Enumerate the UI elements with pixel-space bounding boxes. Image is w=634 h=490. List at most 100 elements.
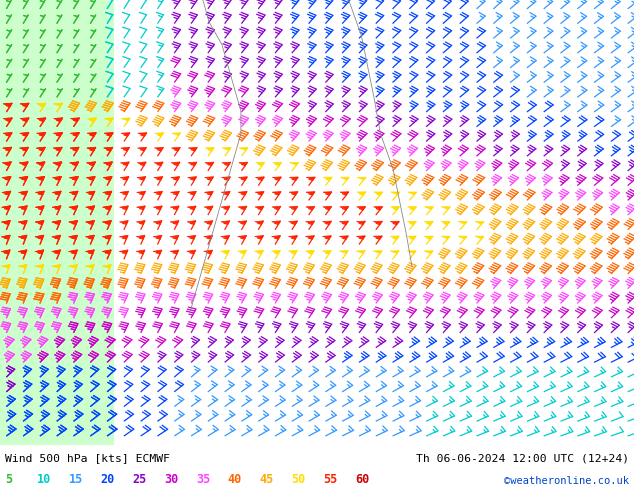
Polygon shape bbox=[120, 191, 129, 194]
Polygon shape bbox=[3, 162, 11, 165]
Polygon shape bbox=[53, 176, 61, 179]
Polygon shape bbox=[37, 118, 46, 121]
Polygon shape bbox=[35, 265, 44, 268]
Polygon shape bbox=[289, 177, 298, 180]
Polygon shape bbox=[20, 132, 29, 135]
Polygon shape bbox=[35, 220, 44, 223]
Polygon shape bbox=[306, 177, 315, 180]
Polygon shape bbox=[52, 235, 60, 238]
Polygon shape bbox=[103, 162, 112, 165]
Polygon shape bbox=[171, 147, 180, 150]
Polygon shape bbox=[390, 250, 399, 253]
Polygon shape bbox=[373, 250, 382, 253]
Polygon shape bbox=[119, 220, 128, 223]
Polygon shape bbox=[36, 176, 44, 179]
Polygon shape bbox=[35, 220, 44, 223]
Polygon shape bbox=[87, 133, 96, 136]
Polygon shape bbox=[18, 206, 27, 209]
Polygon shape bbox=[18, 250, 27, 253]
Polygon shape bbox=[239, 162, 248, 165]
Polygon shape bbox=[86, 191, 95, 194]
Polygon shape bbox=[70, 118, 79, 121]
Polygon shape bbox=[306, 236, 314, 239]
Polygon shape bbox=[53, 191, 61, 194]
Polygon shape bbox=[153, 250, 162, 253]
Polygon shape bbox=[390, 236, 399, 239]
Polygon shape bbox=[18, 220, 27, 223]
Polygon shape bbox=[1, 235, 10, 238]
Polygon shape bbox=[138, 133, 147, 136]
Polygon shape bbox=[105, 118, 113, 121]
Polygon shape bbox=[120, 162, 129, 165]
Polygon shape bbox=[18, 265, 27, 268]
Polygon shape bbox=[204, 220, 213, 223]
Polygon shape bbox=[35, 250, 44, 253]
Polygon shape bbox=[290, 162, 299, 165]
Polygon shape bbox=[137, 176, 146, 179]
Polygon shape bbox=[204, 235, 212, 238]
Polygon shape bbox=[18, 220, 27, 223]
Polygon shape bbox=[86, 206, 94, 209]
Polygon shape bbox=[373, 236, 382, 239]
Polygon shape bbox=[35, 250, 44, 253]
Polygon shape bbox=[255, 192, 264, 195]
Polygon shape bbox=[187, 206, 196, 209]
Polygon shape bbox=[154, 176, 163, 179]
Polygon shape bbox=[103, 235, 111, 238]
Polygon shape bbox=[136, 235, 145, 238]
Polygon shape bbox=[458, 236, 467, 239]
Polygon shape bbox=[20, 103, 29, 106]
Polygon shape bbox=[306, 221, 314, 224]
Polygon shape bbox=[86, 176, 95, 179]
FancyBboxPatch shape bbox=[0, 0, 114, 445]
Polygon shape bbox=[120, 206, 128, 209]
Polygon shape bbox=[54, 132, 63, 135]
Text: 10: 10 bbox=[37, 473, 51, 487]
Polygon shape bbox=[2, 176, 11, 179]
Polygon shape bbox=[272, 206, 281, 209]
Polygon shape bbox=[103, 235, 111, 238]
Polygon shape bbox=[52, 265, 60, 268]
Polygon shape bbox=[20, 118, 29, 121]
Polygon shape bbox=[339, 236, 348, 239]
Polygon shape bbox=[36, 206, 44, 209]
Polygon shape bbox=[256, 162, 264, 165]
Polygon shape bbox=[136, 250, 145, 253]
Polygon shape bbox=[102, 250, 111, 253]
Polygon shape bbox=[36, 147, 45, 150]
Polygon shape bbox=[171, 191, 179, 194]
Polygon shape bbox=[35, 235, 44, 238]
Polygon shape bbox=[221, 235, 230, 239]
Polygon shape bbox=[339, 221, 349, 224]
Polygon shape bbox=[441, 221, 450, 224]
Polygon shape bbox=[52, 206, 61, 209]
Polygon shape bbox=[36, 162, 45, 165]
Polygon shape bbox=[155, 133, 164, 136]
Text: 45: 45 bbox=[259, 473, 274, 487]
Polygon shape bbox=[204, 191, 213, 195]
Polygon shape bbox=[86, 250, 94, 253]
Polygon shape bbox=[37, 132, 46, 135]
Polygon shape bbox=[171, 176, 179, 179]
Polygon shape bbox=[19, 191, 27, 194]
Polygon shape bbox=[221, 250, 230, 253]
Polygon shape bbox=[187, 220, 196, 223]
Text: 20: 20 bbox=[101, 473, 115, 487]
Polygon shape bbox=[205, 177, 214, 180]
Polygon shape bbox=[52, 235, 60, 238]
Polygon shape bbox=[37, 132, 46, 135]
Polygon shape bbox=[19, 191, 27, 194]
Polygon shape bbox=[70, 147, 79, 150]
Polygon shape bbox=[20, 103, 29, 106]
Polygon shape bbox=[104, 147, 113, 150]
Polygon shape bbox=[137, 162, 146, 165]
Polygon shape bbox=[221, 220, 230, 224]
Polygon shape bbox=[86, 220, 94, 223]
Polygon shape bbox=[238, 192, 247, 195]
Polygon shape bbox=[54, 118, 63, 121]
Polygon shape bbox=[69, 206, 78, 209]
Polygon shape bbox=[119, 235, 128, 238]
Polygon shape bbox=[424, 221, 433, 224]
Polygon shape bbox=[205, 147, 214, 150]
Polygon shape bbox=[458, 221, 467, 224]
